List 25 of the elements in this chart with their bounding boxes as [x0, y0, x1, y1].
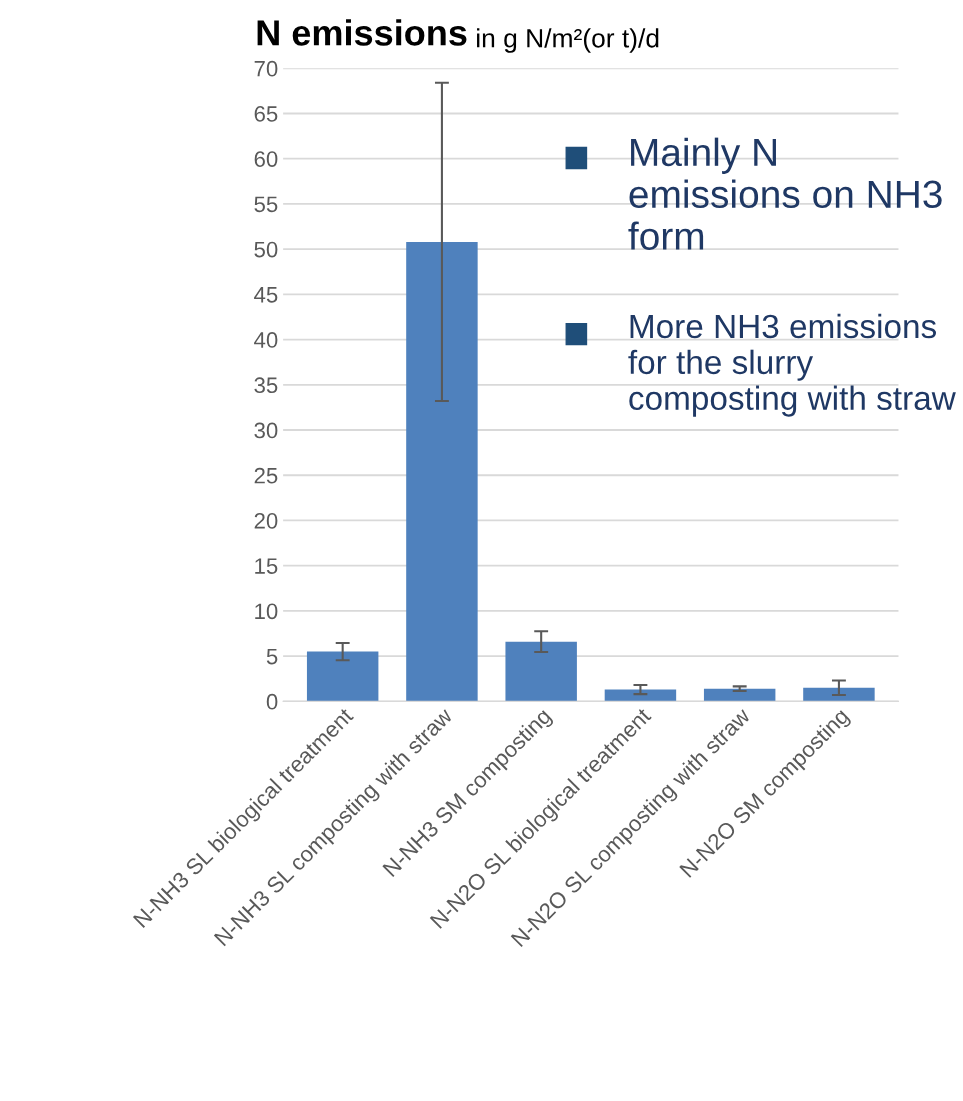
y-tick-label: 20 [254, 512, 278, 529]
y-tick-label: 65 [254, 106, 278, 122]
y-tick-label: 50 [254, 241, 278, 258]
y-tick-label: 70 [254, 60, 278, 77]
chart-subtitle: in g N/m²(or t)/d [477, 28, 659, 53]
y-tick-label: 5 [266, 648, 278, 665]
y-tick-label: 15 [255, 558, 278, 574]
y-tick-label: 45 [254, 287, 278, 303]
chart-title: N emissions [257, 19, 467, 46]
y-tick-label: 60 [254, 151, 278, 167]
y-tick-label: 30 [254, 422, 278, 439]
y-tick-label: 0 [266, 693, 278, 710]
bar [703, 688, 776, 702]
y-tick-label: 40 [254, 332, 278, 348]
bar [803, 687, 875, 702]
y-tick-label: 55 [254, 196, 278, 213]
annotation: Mainly N emissions on NH3 form [628, 137, 942, 250]
annotation: More NH3 emissions for the slurry composting with straw [628, 313, 956, 417]
bar [306, 651, 379, 702]
y-tick-label: 25 [254, 467, 278, 484]
bar [406, 241, 478, 702]
bar [505, 641, 577, 702]
bar [604, 689, 677, 702]
y-tick-label: 35 [254, 377, 278, 394]
y-tick-label: 10 [255, 603, 278, 620]
